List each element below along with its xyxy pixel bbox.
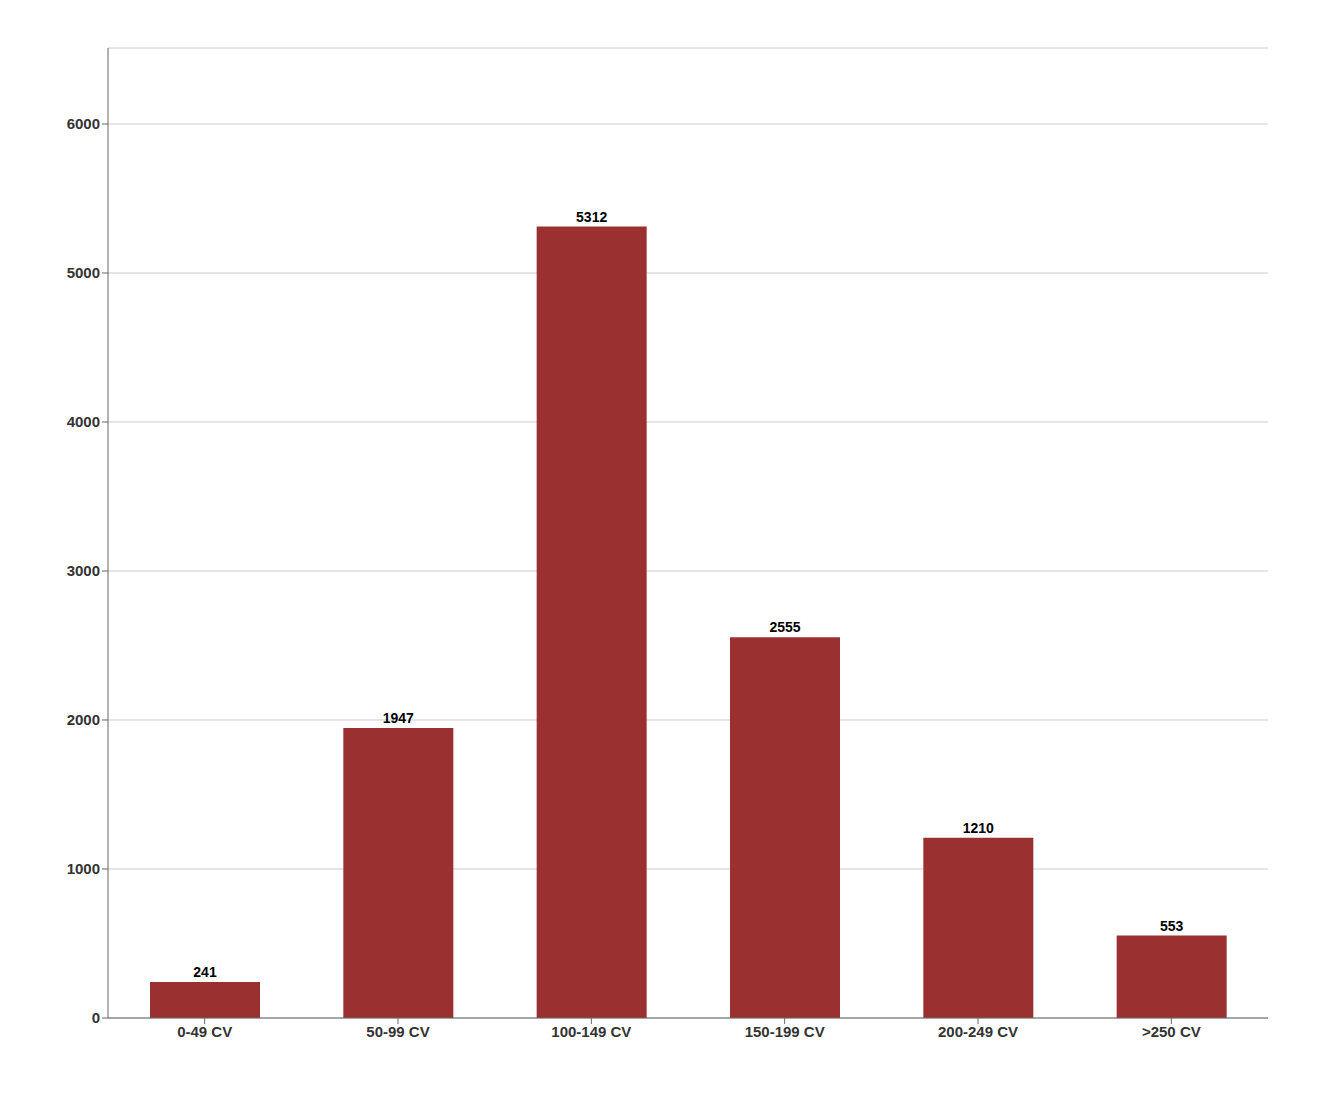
svg-text:1000: 1000 bbox=[67, 860, 100, 877]
svg-text:1210: 1210 bbox=[963, 820, 994, 836]
svg-text:2555: 2555 bbox=[769, 619, 800, 635]
svg-text:>250 CV: >250 CV bbox=[1142, 1023, 1201, 1040]
svg-text:4000: 4000 bbox=[67, 413, 100, 430]
svg-text:5000: 5000 bbox=[67, 264, 100, 281]
svg-text:200-249 CV: 200-249 CV bbox=[938, 1023, 1018, 1040]
svg-text:50-99 CV: 50-99 CV bbox=[366, 1023, 429, 1040]
svg-text:2000: 2000 bbox=[67, 711, 100, 728]
svg-text:0-49 CV: 0-49 CV bbox=[177, 1023, 232, 1040]
svg-text:0: 0 bbox=[92, 1009, 100, 1026]
svg-text:553: 553 bbox=[1160, 918, 1184, 934]
svg-text:241: 241 bbox=[193, 964, 217, 980]
svg-text:3000: 3000 bbox=[67, 562, 100, 579]
svg-text:5312: 5312 bbox=[576, 209, 607, 225]
svg-text:150-199 CV: 150-199 CV bbox=[745, 1023, 825, 1040]
svg-text:100-149 CV: 100-149 CV bbox=[551, 1023, 631, 1040]
svg-text:1947: 1947 bbox=[383, 710, 414, 726]
svg-text:6000: 6000 bbox=[67, 115, 100, 132]
